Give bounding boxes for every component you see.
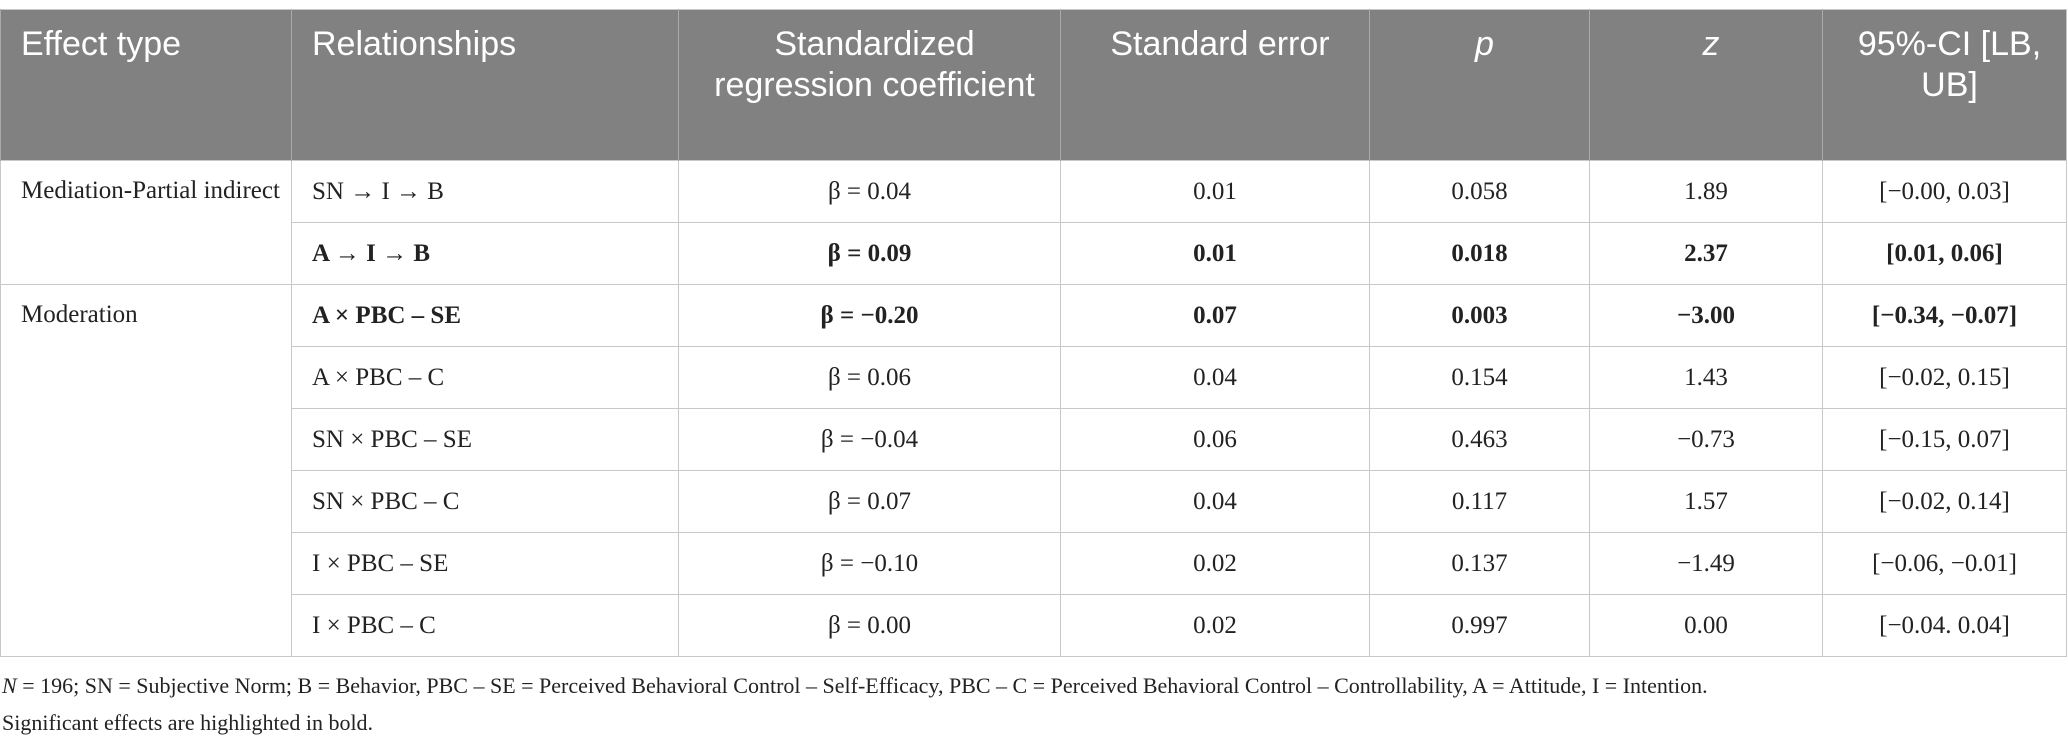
cell: 0.018 [1369, 222, 1590, 285]
cell: 1.43 [1589, 346, 1823, 409]
cell: [−0.02, 0.15] [1822, 346, 2067, 409]
cell: 0.02 [1060, 594, 1370, 657]
relationship: I × PBC – C [291, 594, 679, 657]
relationship: SN × PBC – SE [291, 408, 679, 471]
cell: −1.49 [1589, 532, 1823, 595]
cell: −3.00 [1589, 284, 1823, 347]
header-cell: Standardized regression coefficient [678, 9, 1061, 161]
header-cell: p [1369, 9, 1590, 161]
cell: 0.06 [1060, 408, 1370, 471]
cell: 0.04 [1060, 346, 1370, 409]
cell: [−0.04. 0.04] [1822, 594, 2067, 657]
cell: 0.117 [1369, 470, 1590, 533]
relationship: A → I → B [291, 222, 679, 285]
cell: β = 0.06 [678, 346, 1061, 409]
relationship: SN × PBC – C [291, 470, 679, 533]
cell: [−0.02, 0.14] [1822, 470, 2067, 533]
relationship: A × PBC – C [291, 346, 679, 409]
cell: β = 0.04 [678, 160, 1061, 223]
header-cell: z [1589, 9, 1823, 161]
effect-type: Moderation [0, 284, 292, 657]
cell: 1.89 [1589, 160, 1823, 223]
cell: [0.01, 0.06] [1822, 222, 2067, 285]
cell: β = −0.20 [678, 284, 1061, 347]
footnote-text: = 196; SN = Subjective Norm; B = Behavio… [16, 673, 1708, 698]
cell: 0.463 [1369, 408, 1590, 471]
cell: β = 0.07 [678, 470, 1061, 533]
header-cell: Relationships [291, 9, 679, 161]
header-row: Effect type Relationships Standardized reg… [0, 9, 2067, 161]
footnote-symbol: N [2, 673, 17, 698]
cell: [−0.34, −0.07] [1822, 284, 2067, 347]
cell: 0.02 [1060, 532, 1370, 595]
cell: 0.01 [1060, 222, 1370, 285]
cell: β = −0.04 [678, 408, 1061, 471]
cell: [−0.15, 0.07] [1822, 408, 2067, 471]
cell: 0.07 [1060, 284, 1370, 347]
row: I × PBC – SE β = −0.10 0.02 0.137 −1.49 [−0.0… [1, 532, 2067, 595]
cell: 0.00 [1589, 594, 1823, 657]
cell: β = 0.09 [678, 222, 1061, 285]
row: SN × PBC – SE β = −0.04 0.06 0.463 −0.73 [−0.… [1, 408, 2067, 471]
cell: β = −0.10 [678, 532, 1061, 595]
cell: 2.37 [1589, 222, 1823, 285]
cell: [−0.00, 0.03] [1822, 160, 2067, 223]
cell: 1.57 [1589, 470, 1823, 533]
cell: 0.003 [1369, 284, 1590, 347]
header-cell: Effect type [0, 9, 292, 161]
cell: 0.137 [1369, 532, 1590, 595]
cell: 0.04 [1060, 470, 1370, 533]
relationship: SN → I → B [291, 160, 679, 223]
effect-type: Mediation-Partial indirect [0, 160, 292, 285]
cell: 0.997 [1369, 594, 1590, 657]
footnote: Significant effects are highlighted in b… [2, 710, 374, 735]
footnote: N = 196; SN = Subjective Norm; B = Behav… [2, 673, 1708, 699]
cell: 0.058 [1369, 160, 1590, 223]
cell: −0.73 [1589, 408, 1823, 471]
cell: [−0.06, −0.01] [1822, 532, 2067, 595]
results-table: Effect type Relationships Standardized reg… [0, 9, 2067, 657]
row: Moderation A × PBC – SE β = −0.20 0.07 0.003… [0, 284, 2067, 657]
header-cell: 95%-CI [LB, UB] [1822, 9, 2067, 161]
cell: 0.01 [1060, 160, 1370, 223]
relationship: A × PBC – SE [291, 284, 679, 347]
relationship: I × PBC – SE [291, 532, 679, 595]
cell: β = 0.00 [678, 594, 1061, 657]
header-cell: Standard error [1060, 9, 1370, 161]
cell: 0.154 [1369, 346, 1590, 409]
